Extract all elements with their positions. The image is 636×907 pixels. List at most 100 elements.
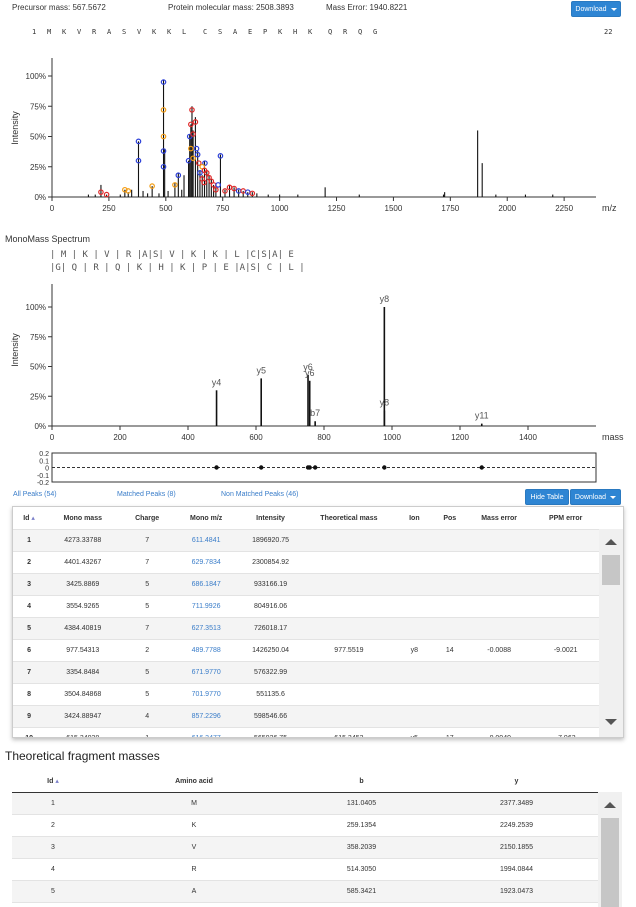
peak-table-header[interactable]: Ion xyxy=(409,514,420,522)
hide-table-button[interactable]: Hide Table xyxy=(525,489,569,505)
peak-match-marker xyxy=(98,189,104,195)
sequence-residue: A xyxy=(233,28,238,36)
table-row[interactable]: 2 K 259.1354 2249.2539 xyxy=(12,814,604,837)
table-row[interactable]: 1 4273.33788 7 611.4841 1896920.75 xyxy=(13,529,599,552)
fragment-table-header[interactable]: b xyxy=(294,770,429,793)
sequence-residue: V xyxy=(77,28,82,36)
scroll-up-icon[interactable] xyxy=(604,802,616,808)
y-tick-label: 75% xyxy=(30,333,46,342)
table-cell xyxy=(532,705,599,728)
sequence-residue: Q xyxy=(328,28,333,36)
x-tick-label: 1750 xyxy=(441,204,459,213)
peak-table-header[interactable]: Id ▴ xyxy=(23,515,35,522)
table-cell: R xyxy=(94,858,294,881)
x-axis-label: m/z xyxy=(602,203,617,213)
table-cell: 726018.17 xyxy=(238,617,303,640)
error-point xyxy=(214,465,219,470)
peak-table-header[interactable]: Pos xyxy=(443,514,457,522)
scroll-up-icon[interactable] xyxy=(605,539,617,545)
table-row[interactable]: 10615.340381616.3477565026.75615.3453y51… xyxy=(13,727,599,737)
peak-match-marker xyxy=(185,157,192,164)
table-cell xyxy=(395,595,434,618)
table-cell[interactable]: 489.7788 xyxy=(173,639,239,662)
table-row[interactable]: 3 V 358.2039 2150.1855 xyxy=(12,836,604,859)
table-cell xyxy=(302,573,396,596)
table-cell: V xyxy=(94,836,294,859)
table-cell: 2 xyxy=(13,551,46,574)
fragment-table-header[interactable]: y xyxy=(429,770,604,793)
table-cell xyxy=(433,683,466,706)
table-cell xyxy=(465,551,533,574)
table-cell: 2300854.92 xyxy=(238,551,303,574)
peak-table-header[interactable]: Charge xyxy=(135,514,160,522)
table-cell: 615.34038 xyxy=(45,727,121,737)
table-cell: 933166.19 xyxy=(238,573,303,596)
nonmatched-peaks-link[interactable]: Non Matched Peaks (46) xyxy=(221,491,299,498)
table-cell: -0.0088 xyxy=(465,639,533,662)
table-cell[interactable]: 627.3513 xyxy=(173,617,239,640)
peak-table-header[interactable]: Mono mass xyxy=(63,514,102,522)
x-tick-label: 1400 xyxy=(519,433,537,442)
table-cell: 585.3421 xyxy=(294,880,429,903)
table-cell[interactable]: 671.9770 xyxy=(173,661,239,684)
table-row[interactable]: 6S672.37411836.0153 xyxy=(12,902,604,907)
table-cell: 9 xyxy=(13,705,46,728)
error-point xyxy=(312,465,318,470)
peak-label: y8 xyxy=(380,294,390,304)
fragment-table-header[interactable]: Amino acid xyxy=(94,770,294,793)
peak-table-header[interactable]: Mono m/z xyxy=(190,514,223,522)
table-cell[interactable]: 629.7834 xyxy=(173,551,239,574)
table-row[interactable]: 4 R 514.3050 1994.0844 xyxy=(12,858,604,881)
fragment-table-header[interactable]: Id ▴ xyxy=(12,770,94,793)
table-cell[interactable]: 701.9770 xyxy=(173,683,239,706)
table-cell xyxy=(532,617,599,640)
peak-match-marker xyxy=(196,160,202,166)
table-cell xyxy=(302,595,396,618)
download-button[interactable]: Download xyxy=(571,1,621,17)
scroll-thumb[interactable] xyxy=(602,555,620,585)
peak-label: y8 xyxy=(380,398,390,408)
table-cell: 1 xyxy=(13,529,46,552)
sequence-residue: K xyxy=(308,28,313,36)
peak-match-marker xyxy=(160,79,167,85)
table-row[interactable]: 6 977.54313 2 489.7788 1426250.04 977.5519 y8 1… xyxy=(13,639,599,662)
sequence-residue: P xyxy=(263,28,268,36)
table-row[interactable]: 7 3354.8484 5 671.9770 576322.99 xyxy=(13,661,599,684)
table-cell: 4 xyxy=(12,858,94,881)
table-cell[interactable]: 711.9926 xyxy=(173,595,239,618)
table-cell[interactable]: 616.3477 xyxy=(173,727,239,737)
peak-table-scrollbar[interactable] xyxy=(599,529,623,737)
x-tick-label: 600 xyxy=(249,433,263,442)
table-row[interactable]: 3 3425.8869 5 686.1847 933166.19 xyxy=(13,573,599,596)
table-cell: 5 xyxy=(120,683,174,706)
table-row[interactable]: 2 4401.43267 7 629.7834 2300854.92 xyxy=(13,551,599,574)
peak-table-header[interactable]: Theoretical mass xyxy=(320,514,378,522)
table-row[interactable]: 5 A 585.3421 1923.0473 xyxy=(12,880,604,903)
table-row[interactable]: 8 3504.84868 5 701.9770 551135.6 xyxy=(13,683,599,706)
table-cell[interactable]: 686.1847 xyxy=(173,573,239,596)
peak-match-marker xyxy=(213,186,219,193)
peak-table-header[interactable]: Mass error xyxy=(481,514,518,522)
table-row[interactable]: 5 4384.40819 7 627.3513 726018.17 xyxy=(13,617,599,640)
scroll-thumb[interactable] xyxy=(601,818,619,907)
table-row[interactable]: 4 3554.9265 5 711.9926 804916.06 xyxy=(13,595,599,618)
x-tick-label: 2250 xyxy=(555,204,573,213)
peak-match-marker xyxy=(160,107,167,113)
scroll-down-icon[interactable] xyxy=(605,719,617,725)
sequence-start: 1 xyxy=(32,28,37,36)
sequence-residue: Q xyxy=(358,28,363,36)
table-row[interactable]: 9 3424.88947 4 857.2296 598546.66 xyxy=(13,705,599,728)
table-download-button[interactable]: Download xyxy=(570,489,621,505)
fragment-scrollbar[interactable] xyxy=(598,792,622,907)
y-axis-label: Intensity xyxy=(10,333,20,367)
all-peaks-link[interactable]: All Peaks (54) xyxy=(13,491,57,498)
peak-match-marker xyxy=(201,179,207,186)
peak-table-header[interactable]: PPM error xyxy=(548,514,583,522)
table-row[interactable]: 1 M 131.0405 2377.3489 xyxy=(12,792,604,815)
table-cell[interactable]: 611.4841 xyxy=(173,529,239,552)
table-cell[interactable]: 857.2296 xyxy=(173,705,239,728)
y-tick-label: 100% xyxy=(26,72,46,81)
table-cell xyxy=(465,683,533,706)
matched-peaks-link[interactable]: Matched Peaks (8) xyxy=(117,491,176,498)
peak-table-header[interactable]: Intensity xyxy=(256,514,285,522)
